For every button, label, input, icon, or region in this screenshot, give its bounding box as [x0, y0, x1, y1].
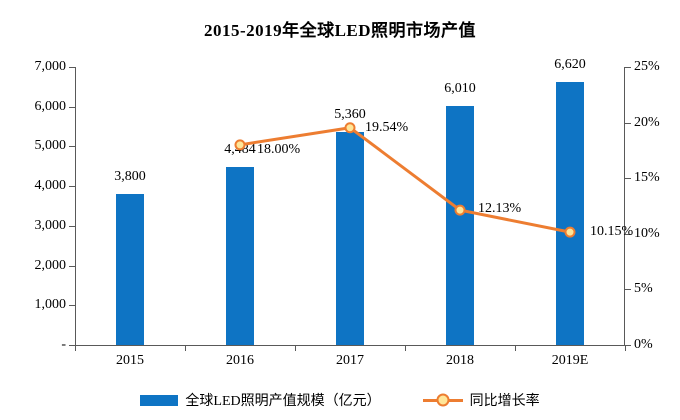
- x-axis-label: 2018: [446, 353, 474, 368]
- y-axis-left-tick: [69, 146, 75, 148]
- legend-item-bar-series: 全球LED照明产值规模（亿元）: [140, 390, 381, 410]
- x-axis-tick: [185, 345, 186, 351]
- y-axis-right-label: 25%: [634, 59, 660, 74]
- y-axis-left-label: 5,000: [34, 138, 67, 154]
- y-axis-left-line: [75, 67, 76, 346]
- line-marker: [454, 204, 466, 216]
- x-axis-tick: [515, 345, 516, 351]
- y-axis-right-tick: [624, 345, 631, 346]
- y-axis-right-tick: [624, 67, 631, 68]
- legend-line-label: 同比增长率: [469, 394, 540, 409]
- bar: [336, 132, 364, 345]
- line-marker: [344, 122, 356, 134]
- line-value-label: 12.13%: [478, 201, 522, 217]
- growth-line-path: [239, 126, 571, 234]
- x-axis-tick: [75, 345, 76, 351]
- y-axis-left-label: 6,000: [34, 98, 67, 114]
- bar: [446, 106, 474, 345]
- bar-value-label: 6,010: [444, 81, 476, 97]
- legend-bar-label: 全球LED照明产值规模（亿元）: [185, 394, 381, 409]
- x-axis-tick: [405, 345, 406, 351]
- y-axis-left-tick: [69, 225, 75, 227]
- line-value-label: 19.54%: [365, 119, 409, 135]
- x-axis-label: 2019E: [551, 353, 589, 368]
- y-axis-right-label: 10%: [634, 225, 660, 241]
- bar-value-label: 3,800: [114, 169, 146, 185]
- bar: [556, 82, 584, 345]
- y-axis-right-label: 20%: [634, 114, 660, 130]
- y-axis-left-tick: [69, 186, 75, 188]
- x-axis-tick: [625, 345, 626, 351]
- x-axis-tick: [295, 345, 296, 351]
- x-axis-label: 2017: [336, 353, 364, 368]
- bar-value-label: 5,360: [334, 107, 366, 123]
- line-marker: [234, 139, 246, 151]
- y-axis-left-label: -: [61, 337, 66, 352]
- y-axis-left-label: 7,000: [34, 59, 67, 74]
- y-axis-right-tick: [624, 289, 631, 291]
- y-axis-left-label: 2,000: [34, 257, 67, 273]
- line-marker: [564, 226, 576, 238]
- y-axis-right-tick: [624, 233, 631, 235]
- y-axis-left-tick: [69, 265, 75, 267]
- y-axis-right-label: 15%: [634, 170, 660, 186]
- y-axis-right-tick: [624, 178, 631, 180]
- x-axis-label: 2016: [226, 353, 254, 368]
- legend: 全球LED照明产值规模（亿元） 同比增长率: [0, 390, 680, 410]
- x-axis-label: 2015: [116, 353, 144, 368]
- y-axis-right-label: 0%: [634, 337, 653, 352]
- y-axis-left-label: 1,000: [34, 297, 67, 313]
- bar-series-swatch-icon: [140, 394, 179, 406]
- y-axis-left-tick: [69, 345, 75, 346]
- line-marker-icon: [436, 393, 450, 407]
- line-value-label: 18.00%: [257, 141, 301, 157]
- y-axis-right-label: 5%: [634, 281, 653, 297]
- x-axis-line: [75, 345, 625, 346]
- y-axis-left-tick: [69, 106, 75, 108]
- line-series-swatch-icon: [422, 393, 463, 407]
- y-axis-left-label: 4,000: [34, 178, 67, 194]
- bar: [116, 194, 144, 345]
- legend-item-line-series: 同比增长率: [422, 390, 540, 410]
- bar-value-label: 6,620: [554, 57, 586, 73]
- y-axis-left-tick: [69, 305, 75, 307]
- y-axis-right-line: [624, 67, 625, 346]
- chart-title: 2015-2019年全球LED照明市场产值: [203, 21, 477, 40]
- bar: [226, 166, 254, 345]
- line-value-label: 10.15%: [590, 224, 634, 240]
- y-axis-right-tick: [624, 122, 631, 124]
- y-axis-left-tick: [69, 67, 75, 68]
- y-axis-left-label: 3,000: [34, 217, 67, 233]
